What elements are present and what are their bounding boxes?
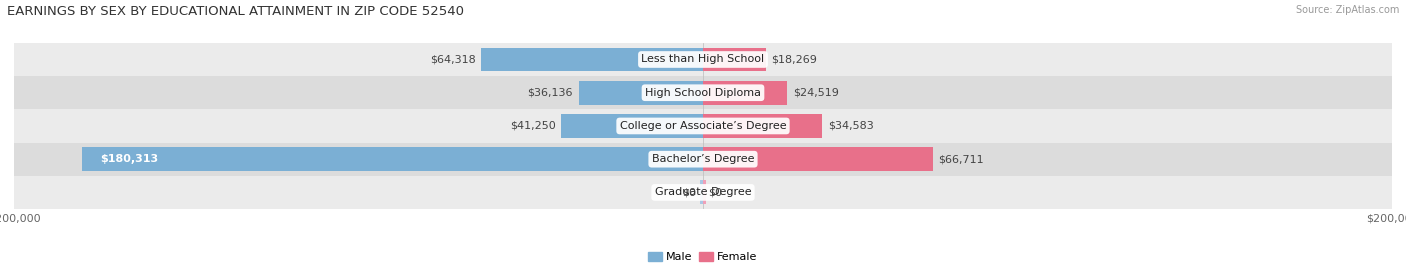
Bar [703,114,823,138]
Bar [703,47,766,72]
Text: $24,519: $24,519 [793,88,839,98]
Text: $41,250: $41,250 [509,121,555,131]
Text: $34,583: $34,583 [828,121,873,131]
Bar [703,180,706,204]
Text: College or Associate’s Degree: College or Associate’s Degree [620,121,786,131]
Bar [14,76,1392,109]
Text: $18,269: $18,269 [772,54,817,65]
Bar [700,180,703,204]
Bar [14,143,1392,176]
Text: High School Diploma: High School Diploma [645,88,761,98]
Bar [14,43,1392,76]
Text: $180,313: $180,313 [100,154,159,164]
Text: $36,136: $36,136 [527,88,574,98]
Text: Graduate Degree: Graduate Degree [655,187,751,198]
Text: $0: $0 [682,187,696,198]
Text: EARNINGS BY SEX BY EDUCATIONAL ATTAINMENT IN ZIP CODE 52540: EARNINGS BY SEX BY EDUCATIONAL ATTAINMEN… [7,5,464,18]
Bar [14,109,1392,143]
Text: Source: ZipAtlas.com: Source: ZipAtlas.com [1295,5,1399,15]
Bar [481,47,703,72]
Text: Less than High School: Less than High School [641,54,765,65]
Bar [82,147,703,171]
Legend: Male, Female: Male, Female [644,247,762,267]
Bar [578,81,703,105]
Text: $66,711: $66,711 [938,154,984,164]
Bar [703,147,932,171]
Bar [561,114,703,138]
Text: $0: $0 [709,187,723,198]
Text: Bachelor’s Degree: Bachelor’s Degree [652,154,754,164]
Bar [703,81,787,105]
Bar [14,176,1392,209]
Text: $64,318: $64,318 [430,54,477,65]
